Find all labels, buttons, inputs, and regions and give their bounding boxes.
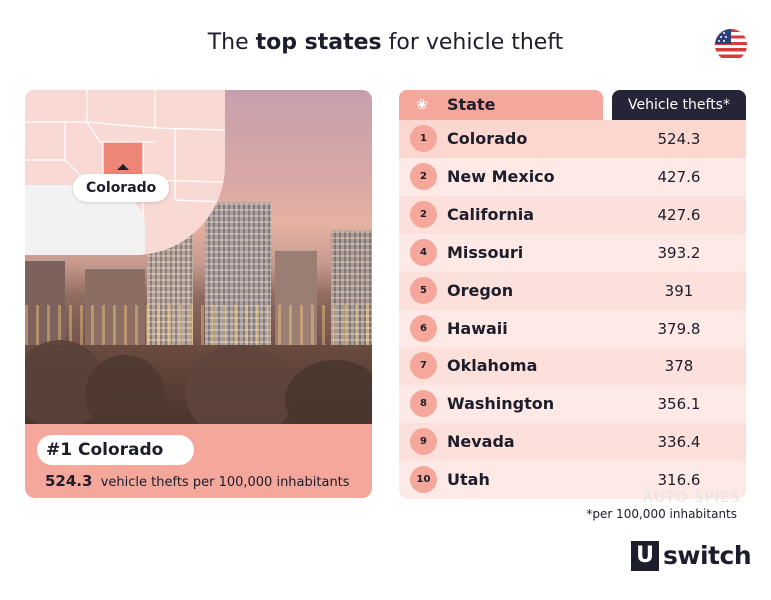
- theft-value: 524.3: [657, 130, 701, 148]
- page-title: The top states for vehicle theft: [207, 30, 564, 55]
- state-name: California: [447, 204, 535, 224]
- rank-badge: 10: [410, 466, 437, 494]
- map-state-label: Colorado: [73, 174, 170, 202]
- rank-badge: 7: [410, 352, 437, 380]
- state-name: Utah: [447, 470, 490, 490]
- theft-value: 356.1: [657, 395, 701, 414]
- table-row: 1 Colorado 524.3: [399, 120, 746, 158]
- theft-value: 378: [664, 357, 694, 376]
- rank-badge: #1 Colorado: [37, 435, 194, 465]
- rank-badge: 9: [410, 428, 437, 456]
- state-name: Hawaii: [447, 318, 508, 338]
- rank-badge: 4: [410, 238, 437, 266]
- rank-badge: 2: [410, 162, 437, 190]
- rank-badge: 6: [410, 314, 437, 342]
- theft-value: 391: [664, 281, 694, 300]
- featured-stat: 524.3 vehicle thefts per 100,000 inhabit…: [45, 472, 350, 490]
- watermark: AUTO SPIES: [643, 490, 742, 506]
- table-row: 7 Oklahoma 378: [399, 347, 746, 385]
- us-flag-icon: [715, 29, 747, 61]
- state-name: Oklahoma: [447, 356, 538, 376]
- table-row: 6 Hawaii 379.8: [399, 309, 746, 348]
- table-row: 8 Washington 356.1: [399, 385, 746, 424]
- table-row: 4 Missouri 393.2: [399, 233, 746, 272]
- theft-value: 316.6: [657, 471, 701, 490]
- ribbon-award-icon: ❀: [416, 97, 428, 113]
- ranking-table: 1 Colorado 524.3 2 New Mexico 427.6 2 Californi…: [399, 120, 746, 499]
- table-header-state: ❀ State: [399, 90, 603, 120]
- featured-state-card: Colorado #1 Colorado 524.3 vehicle theft…: [25, 90, 372, 498]
- state-name: Washington: [447, 394, 555, 414]
- theft-value: 379.8: [657, 319, 701, 338]
- rank-badge: 2: [410, 200, 437, 228]
- table-header-value: Vehicle thefts*: [612, 90, 746, 120]
- rank-badge: 8: [410, 390, 437, 418]
- state-name: Colorado: [447, 129, 528, 148]
- table-row: 2 California 427.6: [399, 196, 746, 234]
- state-name: New Mexico: [447, 166, 555, 186]
- table-row: 10 Utah 316.6: [399, 461, 746, 499]
- rank-badge: 5: [410, 276, 437, 304]
- table-row: 9 Nevada 336.4: [399, 423, 746, 461]
- footnote: *per 100,000 inhabitants: [586, 507, 737, 521]
- theft-value: 336.4: [657, 433, 701, 452]
- theft-value: 427.6: [657, 167, 701, 186]
- table-row: 2 New Mexico 427.6: [399, 157, 746, 196]
- colorado-highlight: [102, 141, 144, 177]
- rank-badge: 1: [410, 125, 437, 152]
- table-row: 5 Oregon 391: [399, 272, 746, 310]
- theft-value: 393.2: [657, 243, 701, 262]
- city-skyline-photo: Colorado: [25, 90, 372, 424]
- state-name: Missouri: [447, 242, 524, 262]
- state-map: Colorado: [25, 90, 225, 255]
- state-name: Oregon: [447, 280, 514, 300]
- featured-value: 524.3: [45, 472, 93, 490]
- theft-value: 427.6: [657, 205, 701, 224]
- state-name: Nevada: [447, 432, 515, 452]
